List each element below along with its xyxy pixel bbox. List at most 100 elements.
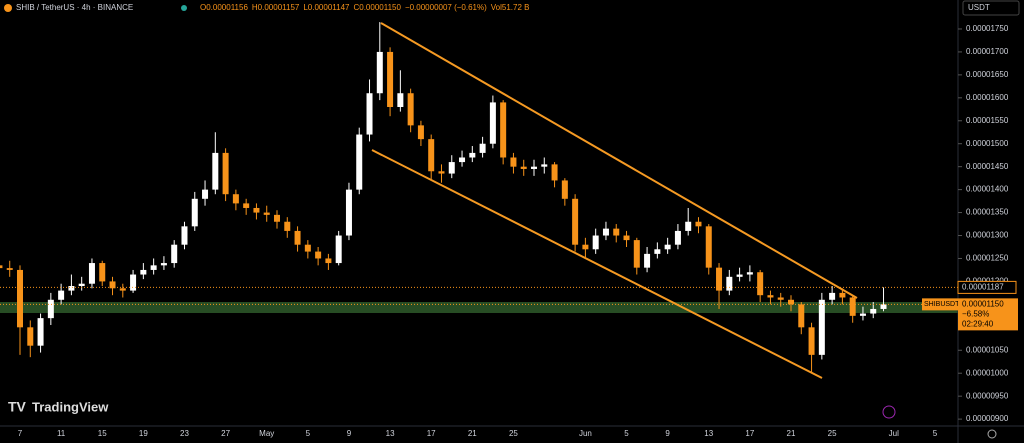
candle-body [202,189,209,199]
y-tick-label: 0.00000900 [966,414,1009,423]
y-tick-label: 0.00001000 [966,368,1009,377]
y-tick-label: 0.00001550 [966,116,1009,125]
candle-body [294,230,301,245]
candle-body [633,240,640,268]
legend-item: H0.00001157 [252,3,300,12]
candle-body [109,281,116,289]
candle-body [829,292,836,300]
candle-body [387,51,394,108]
candle-body [27,327,34,346]
x-tick-label: 21 [468,429,477,438]
currency[interactable]: USDT [968,3,990,12]
candle-body [191,198,198,227]
x-tick-label: 27 [221,429,230,438]
price-line-tag [957,280,1017,294]
chart-title: SHIB / TetherUS · 4h · BINANCE [16,3,133,12]
candle-body [716,267,723,291]
candle-body [798,304,805,328]
y-tick-label: 0.00001350 [966,208,1009,217]
last-price-label: 0.00001150 [962,299,1004,308]
candle-body [438,171,445,174]
candle-body [664,244,671,250]
symbol-label: SHIBUSDT [924,301,960,308]
candle-body [695,221,702,227]
x-tick-label: 9 [665,429,670,438]
candle-body [685,221,692,231]
candle-body [232,194,239,204]
status-dot [181,5,187,11]
y-tick-label: 0.00001050 [966,345,1009,354]
symbol-tag [922,298,958,311]
candle-body [263,212,270,215]
candle-body [150,265,157,270]
y-tick-label: 0.00000950 [966,391,1009,400]
symbol-icon [4,4,12,12]
candle-body [500,102,507,158]
y-tick-label: 0.00001500 [966,139,1009,148]
x-tick-label: Jun [579,429,592,438]
candle-body [788,299,794,305]
legend-item: L0.00001147 [303,3,350,12]
candle-body [561,180,568,199]
candle-body [757,272,764,296]
candle-body [767,295,774,298]
candle-body [345,189,352,236]
settings-icon[interactable] [987,429,997,439]
candle-body [479,143,486,153]
x-tick-label: 17 [427,429,436,438]
candle-body [736,274,743,277]
channel-upper [380,22,858,299]
candle-body [654,249,661,254]
candle-body [315,251,322,259]
candle-body [572,198,579,245]
candle-body [222,152,229,195]
candle-body [335,235,342,264]
candle-body [428,139,435,172]
candle-body [520,166,527,169]
candle-body [119,288,126,291]
candle-body [325,258,332,264]
candle-body [623,235,630,241]
y-tick-label: 0.00001600 [966,93,1009,102]
currency-box[interactable] [962,0,1020,16]
candle-body [58,290,65,300]
candle-body [818,299,825,355]
y-tick-label: 0.00001650 [966,70,1009,79]
x-tick-label: 7 [18,429,23,438]
watermark: TV [8,399,27,415]
candle-body [160,263,167,266]
candle-body [47,299,54,319]
candle-body [407,93,414,126]
legend-item: Vol51.72 B [491,3,530,12]
candle-body [859,313,866,316]
candle-body [777,297,784,300]
candle-body [531,166,537,169]
candle-body [88,263,95,284]
x-tick-label: May [259,429,274,438]
candle-body [592,235,599,250]
candle-body [551,164,558,181]
candle-body [726,276,733,291]
candle-body [510,157,517,167]
alert-icon[interactable] [882,405,896,419]
countdown: 02:29:40 [962,319,994,328]
candle-body [870,308,877,314]
x-tick-label: 15 [98,429,107,438]
candle-body [130,274,137,291]
candle-body [469,152,476,158]
legend-item: −0.00000007 (−0.61%) [405,3,487,12]
support-zone [0,302,958,313]
x-tick-label: 17 [745,429,754,438]
candle-body [37,318,44,346]
last-price-change: −6.58% [962,309,989,318]
candle-body [356,134,363,190]
y-tick-label: 0.00001700 [966,47,1009,56]
channel-lower [371,149,823,379]
candle-body [448,162,455,174]
candle-body [253,207,260,213]
y-tick-label: 0.00001750 [966,24,1009,33]
x-tick-label: 25 [509,429,518,438]
candle-body [489,102,496,144]
candle-body [376,51,383,94]
